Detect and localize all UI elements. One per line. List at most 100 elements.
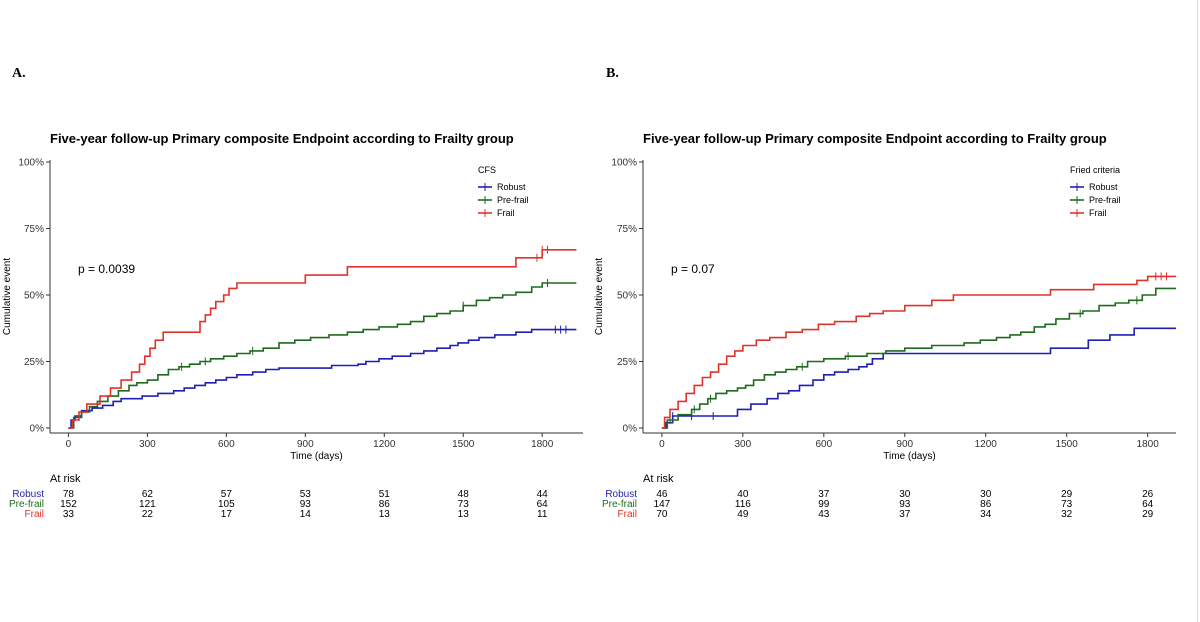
chart2-risk-value: 73: [1061, 499, 1073, 510]
chart1-legend-entry: Pre-frail: [497, 195, 529, 205]
chart1-risk-value: 48: [458, 489, 470, 500]
panel-label-b: B.: [606, 66, 619, 81]
chart2-risk-value: 29: [1061, 489, 1073, 500]
chart1-y-tick-label: 0%: [30, 424, 45, 435]
chart1-legend-entry: Frail: [497, 208, 515, 218]
chart1-y-tick-label: 75%: [24, 224, 44, 235]
panel-label-a: A.: [12, 66, 26, 81]
chart2-risk-table-title: At risk: [643, 473, 674, 485]
chart1-risk-value: 121: [139, 499, 156, 510]
chart1-x-tick-label: 300: [139, 439, 156, 450]
chart1-risk-value: 13: [458, 509, 470, 520]
chart2-risk-value: 43: [818, 509, 830, 520]
chart1-x-tick-label: 900: [297, 439, 314, 450]
chart2-y-tick-label: 50%: [617, 291, 637, 302]
chart1-y-tick-label: 25%: [24, 357, 44, 368]
chart2-x-axis-label: Time (days): [883, 451, 935, 462]
chart1-risk-value: 11: [537, 509, 548, 520]
chart2-risk-value: 37: [899, 509, 911, 520]
chart1-risk-value: 44: [537, 489, 549, 500]
chart2-risk-value: 93: [899, 499, 911, 510]
chart1-risk-value: 152: [60, 499, 77, 510]
chart1-legend-title: CFS: [478, 165, 496, 175]
chart2-risk-value: 99: [818, 499, 830, 510]
chart2-risk-row-label: Robust: [605, 489, 637, 500]
chart2-risk-row-label: Frail: [618, 509, 637, 520]
chart2-risk-value: 32: [1061, 509, 1073, 520]
chart2-p-value-annotation: p = 0.07: [671, 262, 715, 276]
chart2-legend-entry: Pre-frail: [1089, 195, 1121, 205]
chart2-y-tick-label: 100%: [611, 158, 637, 169]
chart1-x-axis-label: Time (days): [290, 451, 342, 462]
chart1-risk-row-label: Frail: [25, 509, 44, 520]
page-border: [1197, 0, 1198, 622]
chart2-legend-entry: Frail: [1089, 208, 1107, 218]
chart2-y-axis-label: Cumulative event: [594, 258, 605, 335]
chart2-risk-value: 147: [654, 499, 671, 510]
chart2-title: Five-year follow-up Primary composite En…: [643, 131, 1107, 146]
chart1-series-prefrail-line: [68, 282, 577, 429]
chart1-risk-value: 57: [221, 489, 233, 500]
chart1-series-robust-line: [68, 328, 577, 429]
chart1-y-tick-label: 50%: [24, 291, 44, 302]
chart2-risk-value: 46: [656, 489, 668, 500]
chart1-risk-value: 13: [379, 509, 391, 520]
chart1-risk-value: 53: [300, 489, 312, 500]
chart2-risk-value: 29: [1142, 509, 1154, 520]
chart1-risk-value: 51: [379, 489, 391, 500]
chart2-x-tick-label: 1500: [1056, 439, 1079, 450]
chart1-x-tick-label: 1800: [531, 439, 554, 450]
chart2-x-tick-label: 300: [735, 439, 752, 450]
chart1-series-frail-line: [68, 249, 577, 429]
chart1-y-tick-label: 100%: [18, 158, 44, 169]
chart2-risk-value: 34: [980, 509, 992, 520]
chart2-risk-value: 30: [899, 489, 911, 500]
chart2-risk-value: 70: [656, 509, 668, 520]
chart1-legend-entry: Robust: [497, 182, 526, 192]
chart1-title: Five-year follow-up Primary composite En…: [50, 131, 514, 146]
chart2-series-robust-line: [661, 327, 1176, 429]
chart1-x-tick-label: 600: [218, 439, 235, 450]
chart1-risk-row-label: Pre-frail: [9, 499, 44, 510]
chart2-risk-value: 49: [737, 509, 749, 520]
chart1-risk-value: 78: [63, 489, 75, 500]
chart2-series-prefrail-line: [661, 287, 1176, 429]
chart2-x-tick-label: 900: [896, 439, 913, 450]
chart1-risk-value: 64: [537, 499, 549, 510]
chart1-x-tick-label: 1500: [452, 439, 475, 450]
chart1-risk-row-label: Robust: [12, 489, 44, 500]
chart1-risk-value: 73: [458, 499, 470, 510]
chart2-risk-value: 64: [1142, 499, 1154, 510]
chart2-y-tick-label: 25%: [617, 357, 637, 368]
chart2-risk-value: 26: [1142, 489, 1154, 500]
chart2-x-tick-label: 1800: [1137, 439, 1160, 450]
chart2-risk-row-label: Pre-frail: [602, 499, 637, 510]
chart1-y-axis-label: Cumulative event: [2, 258, 13, 335]
chart1-risk-value: 62: [142, 489, 154, 500]
chart2-y-tick-label: 75%: [617, 224, 637, 235]
chart1-risk-table-title: At risk: [50, 473, 81, 485]
chart2-legend-title: Fried criteria: [1070, 165, 1120, 175]
chart1-risk-value: 86: [379, 499, 391, 510]
chart2-x-tick-label: 0: [659, 439, 665, 450]
chart2-x-tick-label: 1200: [975, 439, 998, 450]
chart1-risk-value: 93: [300, 499, 312, 510]
chart2-legend-entry: Robust: [1089, 182, 1118, 192]
chart1-risk-value: 22: [142, 509, 154, 520]
chart2-risk-value: 37: [818, 489, 830, 500]
chart2-y-tick-label: 0%: [623, 424, 638, 435]
chart2-series-frail-line: [661, 275, 1176, 429]
chart2-risk-value: 30: [980, 489, 992, 500]
chart2-risk-value: 116: [735, 499, 751, 510]
chart1-x-tick-label: 0: [66, 439, 72, 450]
chart2-x-tick-label: 600: [815, 439, 832, 450]
chart1-risk-value: 105: [218, 499, 235, 510]
chart1-risk-value: 33: [63, 509, 75, 520]
chart2-risk-value: 86: [980, 499, 992, 510]
chart1-risk-value: 17: [221, 509, 233, 520]
chart1-risk-value: 14: [300, 509, 312, 520]
chart2-risk-value: 40: [737, 489, 749, 500]
chart1-p-value-annotation: p = 0.0039: [78, 262, 135, 276]
chart1-x-tick-label: 1200: [373, 439, 396, 450]
